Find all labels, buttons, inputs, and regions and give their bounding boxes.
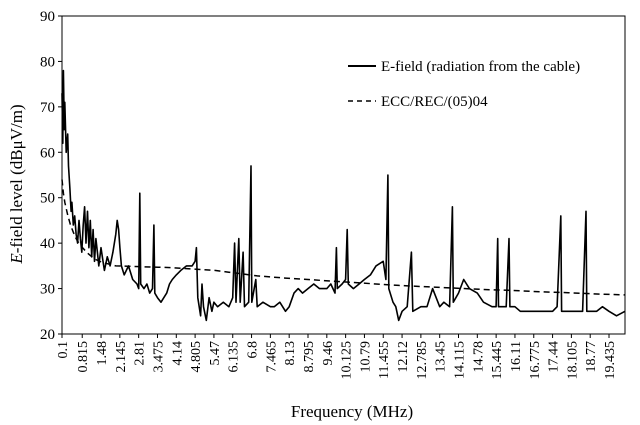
- y-tick-label: 40: [40, 236, 55, 252]
- x-tick-label: 4.14: [170, 341, 185, 366]
- x-tick-label: 12.12: [396, 341, 411, 373]
- x-tick-label: 2.145: [114, 341, 129, 373]
- x-axis-title: Frequency (MHz): [291, 402, 413, 421]
- x-tick-label: 6.8: [246, 341, 261, 359]
- y-axis-ticks: 20 30 40 50 60 70 80 90: [40, 9, 62, 343]
- y-tick-label: 30: [40, 282, 55, 298]
- x-tick-label: 13.45: [434, 341, 449, 373]
- x-tick-label: 9.46: [321, 341, 336, 366]
- x-tick-label: 16.11: [509, 341, 524, 372]
- series-ecc-line: [61, 179, 626, 296]
- x-axis-ticks: 0.1 0.815 1.48 2.145 2.81 3.475 4.14 4.805 5.47 6…: [56, 334, 618, 380]
- x-tick-label: 7.465: [264, 341, 279, 373]
- x-tick-label: 19.435: [603, 341, 618, 380]
- x-tick-label: 12.785: [415, 341, 430, 380]
- x-tick-label: 6.135: [227, 341, 242, 373]
- x-tick-label: 4.805: [189, 341, 204, 373]
- y-tick-label: 50: [40, 191, 55, 207]
- axes: [61, 15, 626, 335]
- legend-label-efield: E-field (radiation from the cable): [381, 59, 580, 75]
- y-axis-title-italic: E: [7, 253, 26, 265]
- x-tick-label: 1.48: [95, 341, 110, 366]
- x-tick-label: 8.13: [283, 341, 298, 366]
- legend: E-field (radiation from the cable) ECC/R…: [348, 59, 580, 110]
- x-tick-label: 16.775: [528, 341, 543, 380]
- plot-area: [61, 69, 626, 322]
- y-tick-label: 90: [40, 9, 55, 25]
- x-tick-label: 15.445: [490, 341, 505, 380]
- x-tick-label: 8.795: [302, 341, 317, 373]
- y-axis-title-group: E-field level (dBμV/m): [7, 104, 26, 264]
- plot-frame: [61, 15, 626, 335]
- x-tick-label: 18.105: [565, 341, 580, 380]
- x-tick-label: 3.475: [151, 341, 166, 373]
- series-efield-line: [61, 69, 626, 322]
- x-tick-label: 2.81: [133, 341, 148, 366]
- x-tick-label: 10.79: [358, 341, 373, 373]
- y-tick-label: 70: [40, 100, 55, 116]
- x-tick-label: 5.47: [208, 341, 223, 366]
- x-tick-label: 0.1: [56, 341, 71, 359]
- x-tick-label: 11.455: [377, 341, 392, 379]
- x-tick-label: 10.125: [340, 341, 355, 380]
- y-tick-label: 60: [40, 145, 55, 161]
- x-tick-label: 0.815: [76, 341, 91, 373]
- x-tick-label: 14.78: [471, 341, 486, 373]
- legend-label-ecc: ECC/REC/(05)04: [381, 94, 488, 110]
- x-tick-label: 14.115: [453, 341, 468, 379]
- y-tick-label: 20: [40, 327, 55, 343]
- x-tick-label: 17.44: [547, 341, 562, 373]
- y-tick-label: 80: [40, 54, 55, 70]
- y-axis-title-rest: -field level (dBμV/m): [7, 104, 26, 253]
- x-tick-label: 18.77: [584, 341, 599, 373]
- y-axis-title: E-field level (dBμV/m): [7, 104, 26, 264]
